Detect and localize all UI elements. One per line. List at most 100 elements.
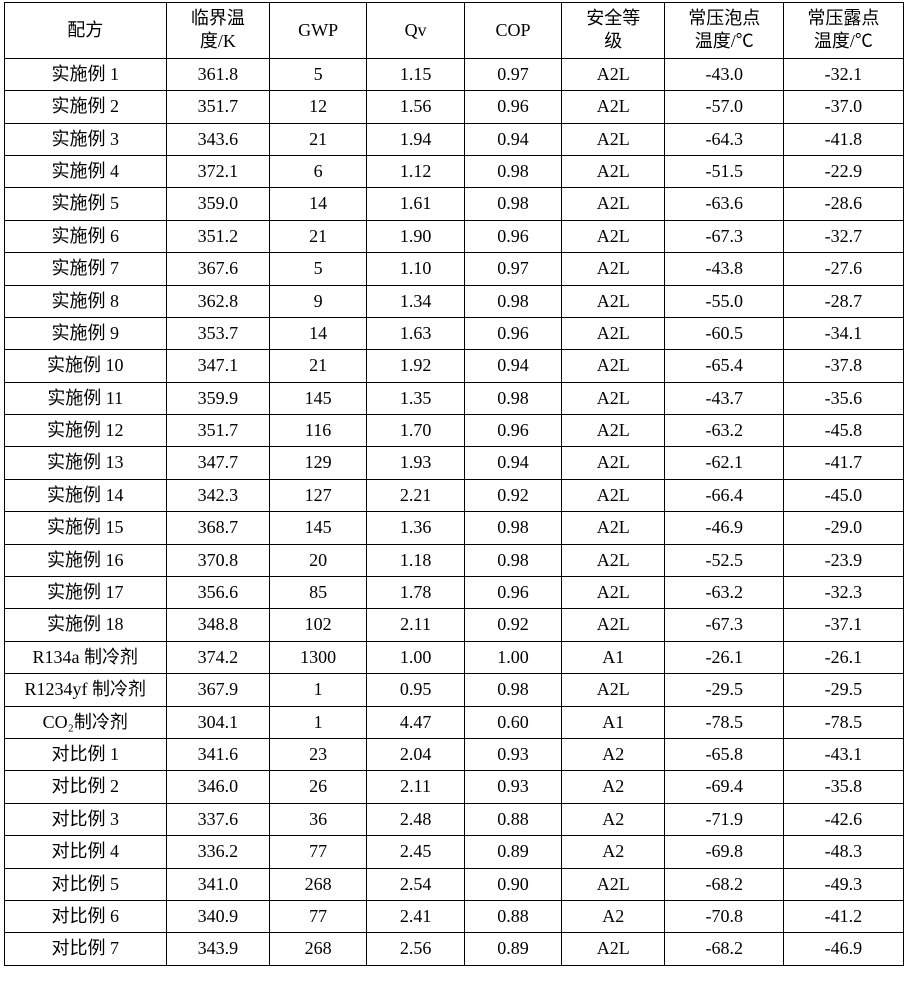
table-cell: 351.7 (166, 91, 269, 123)
table-cell: A2L (562, 933, 665, 965)
table-cell: 0.98 (464, 188, 561, 220)
table-cell: 14 (269, 317, 366, 349)
table-cell: 0.98 (464, 512, 561, 544)
table-cell: A2L (562, 479, 665, 511)
table-cell: 实施例 3 (4, 123, 166, 155)
header-cop: COP (464, 3, 561, 59)
table-cell: 1.34 (367, 285, 464, 317)
table-cell: -29.0 (784, 512, 903, 544)
table-cell: -71.9 (665, 803, 784, 835)
table-cell: 实施例 11 (4, 382, 166, 414)
table-cell: 0.97 (464, 58, 561, 90)
table-cell: 1.15 (367, 58, 464, 90)
table-cell: 实施例 18 (4, 609, 166, 641)
table-cell: -28.7 (784, 285, 903, 317)
table-cell: 356.6 (166, 577, 269, 609)
table-cell: 1.00 (367, 641, 464, 673)
table-cell: 对比例 6 (4, 900, 166, 932)
table-cell: 0.96 (464, 577, 561, 609)
table-cell: 0.93 (464, 738, 561, 770)
table-cell: 1.56 (367, 91, 464, 123)
table-cell: 26 (269, 771, 366, 803)
table-cell: -27.6 (784, 253, 903, 285)
table-row: 实施例 14342.31272.210.92A2L-66.4-45.0 (4, 479, 903, 511)
table-cell: -29.5 (784, 674, 903, 706)
table-cell: 实施例 5 (4, 188, 166, 220)
table-cell: 0.97 (464, 253, 561, 285)
table-cell: A2 (562, 738, 665, 770)
table-cell: 0.88 (464, 803, 561, 835)
table-cell: 0.89 (464, 933, 561, 965)
table-cell: -43.0 (665, 58, 784, 90)
table-cell: 0.98 (464, 382, 561, 414)
table-row: CO₂制冷剂304.114.470.60A1-78.5-78.5 (4, 706, 903, 738)
table-row: 实施例 2351.7121.560.96A2L-57.0-37.0 (4, 91, 903, 123)
table-cell: 359.9 (166, 382, 269, 414)
table-cell: A2L (562, 544, 665, 576)
table-cell: 116 (269, 415, 366, 447)
table-cell: 实施例 14 (4, 479, 166, 511)
table-cell: 1.78 (367, 577, 464, 609)
table-cell: 实施例 17 (4, 577, 166, 609)
table-cell: 2.45 (367, 836, 464, 868)
table-cell: A2L (562, 285, 665, 317)
table-cell: A2L (562, 58, 665, 90)
table-cell: 0.96 (464, 415, 561, 447)
table-cell: -34.1 (784, 317, 903, 349)
table-cell: -32.1 (784, 58, 903, 90)
table-cell: -29.5 (665, 674, 784, 706)
table-cell: 0.96 (464, 220, 561, 252)
table-cell: A2L (562, 577, 665, 609)
table-cell: 359.0 (166, 188, 269, 220)
table-cell: -62.1 (665, 447, 784, 479)
table-cell: 374.2 (166, 641, 269, 673)
table-cell: 362.8 (166, 285, 269, 317)
table-cell: 2.11 (367, 609, 464, 641)
table-cell: -32.7 (784, 220, 903, 252)
table-cell: 21 (269, 123, 366, 155)
table-cell: -48.3 (784, 836, 903, 868)
data-table: 配方 临界温度/K GWP Qv COP 安全等级 常压泡点温度/℃ 常压露点温… (4, 2, 904, 966)
table-cell: 2.56 (367, 933, 464, 965)
table-cell: A2L (562, 382, 665, 414)
table-cell: 1.93 (367, 447, 464, 479)
table-cell: 实施例 8 (4, 285, 166, 317)
table-cell: 2.04 (367, 738, 464, 770)
table-cell: A2L (562, 253, 665, 285)
table-cell: 1.92 (367, 350, 464, 382)
table-cell: -45.0 (784, 479, 903, 511)
table-row: 实施例 12351.71161.700.96A2L-63.2-45.8 (4, 415, 903, 447)
table-cell: -26.1 (665, 641, 784, 673)
table-cell: -22.9 (784, 155, 903, 187)
table-cell: 336.2 (166, 836, 269, 868)
table-cell: A2L (562, 123, 665, 155)
table-row: 对比例 6340.9772.410.88A2-70.8-41.2 (4, 900, 903, 932)
table-cell: -69.8 (665, 836, 784, 868)
table-cell: 2.54 (367, 868, 464, 900)
table-cell: 342.3 (166, 479, 269, 511)
table-cell: -69.4 (665, 771, 784, 803)
header-row: 配方 临界温度/K GWP Qv COP 安全等级 常压泡点温度/℃ 常压露点温… (4, 3, 903, 59)
table-cell: 对比例 7 (4, 933, 166, 965)
table-row: 实施例 16370.8201.180.98A2L-52.5-23.9 (4, 544, 903, 576)
table-cell: -46.9 (784, 933, 903, 965)
table-cell: 实施例 1 (4, 58, 166, 90)
header-safety: 安全等级 (562, 3, 665, 59)
table-cell: 21 (269, 350, 366, 382)
table-row: 实施例 18348.81022.110.92A2L-67.3-37.1 (4, 609, 903, 641)
table-cell: R134a 制冷剂 (4, 641, 166, 673)
table-cell: 0.88 (464, 900, 561, 932)
table-cell: -63.6 (665, 188, 784, 220)
table-cell: -66.4 (665, 479, 784, 511)
table-row: 对比例 7343.92682.560.89A2L-68.2-46.9 (4, 933, 903, 965)
table-cell: 0.96 (464, 317, 561, 349)
table-cell: 0.98 (464, 544, 561, 576)
table-cell: 6 (269, 155, 366, 187)
table-cell: A2L (562, 674, 665, 706)
table-cell: 0.94 (464, 350, 561, 382)
table-cell: -37.8 (784, 350, 903, 382)
table-row: 实施例 4372.161.120.98A2L-51.5-22.9 (4, 155, 903, 187)
table-cell: 351.7 (166, 415, 269, 447)
table-row: R134a 制冷剂374.213001.001.00A1-26.1-26.1 (4, 641, 903, 673)
table-cell: -60.5 (665, 317, 784, 349)
